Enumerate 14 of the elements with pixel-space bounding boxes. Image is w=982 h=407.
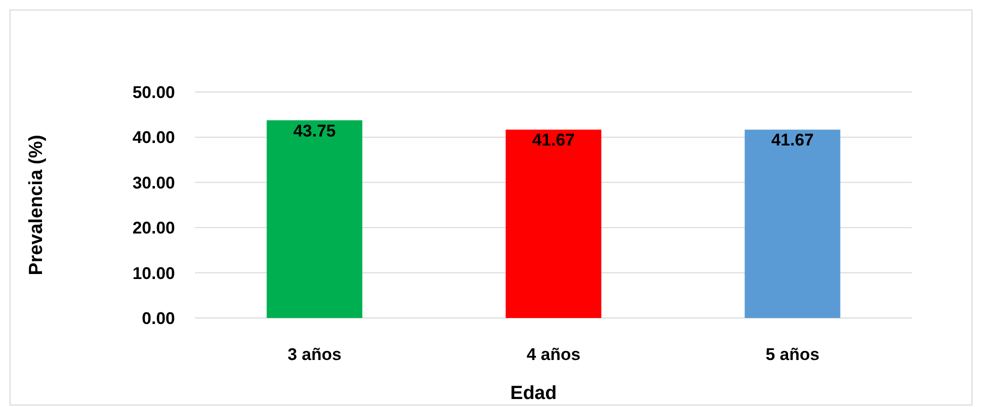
data-label: 43.75 [293,121,336,140]
y-tick-label: 30.00 [132,173,175,192]
y-tick-label: 50.00 [132,83,175,102]
x-tick-label: 5 años [766,345,820,364]
x-tick-label: 4 años [526,345,580,364]
x-axis-title: Edad [510,383,557,404]
y-tick-label: 0.00 [142,309,175,328]
x-tick-label: 3 años [288,345,342,364]
data-label: 41.67 [771,130,814,150]
y-tick-label: 40.00 [132,128,175,148]
y-tick-label: 20.00 [132,218,175,238]
data-label: 41.67 [532,130,575,150]
y-tick-label: 10.00 [132,264,175,283]
y-axis-title: Prevalencia (%) [26,134,47,276]
